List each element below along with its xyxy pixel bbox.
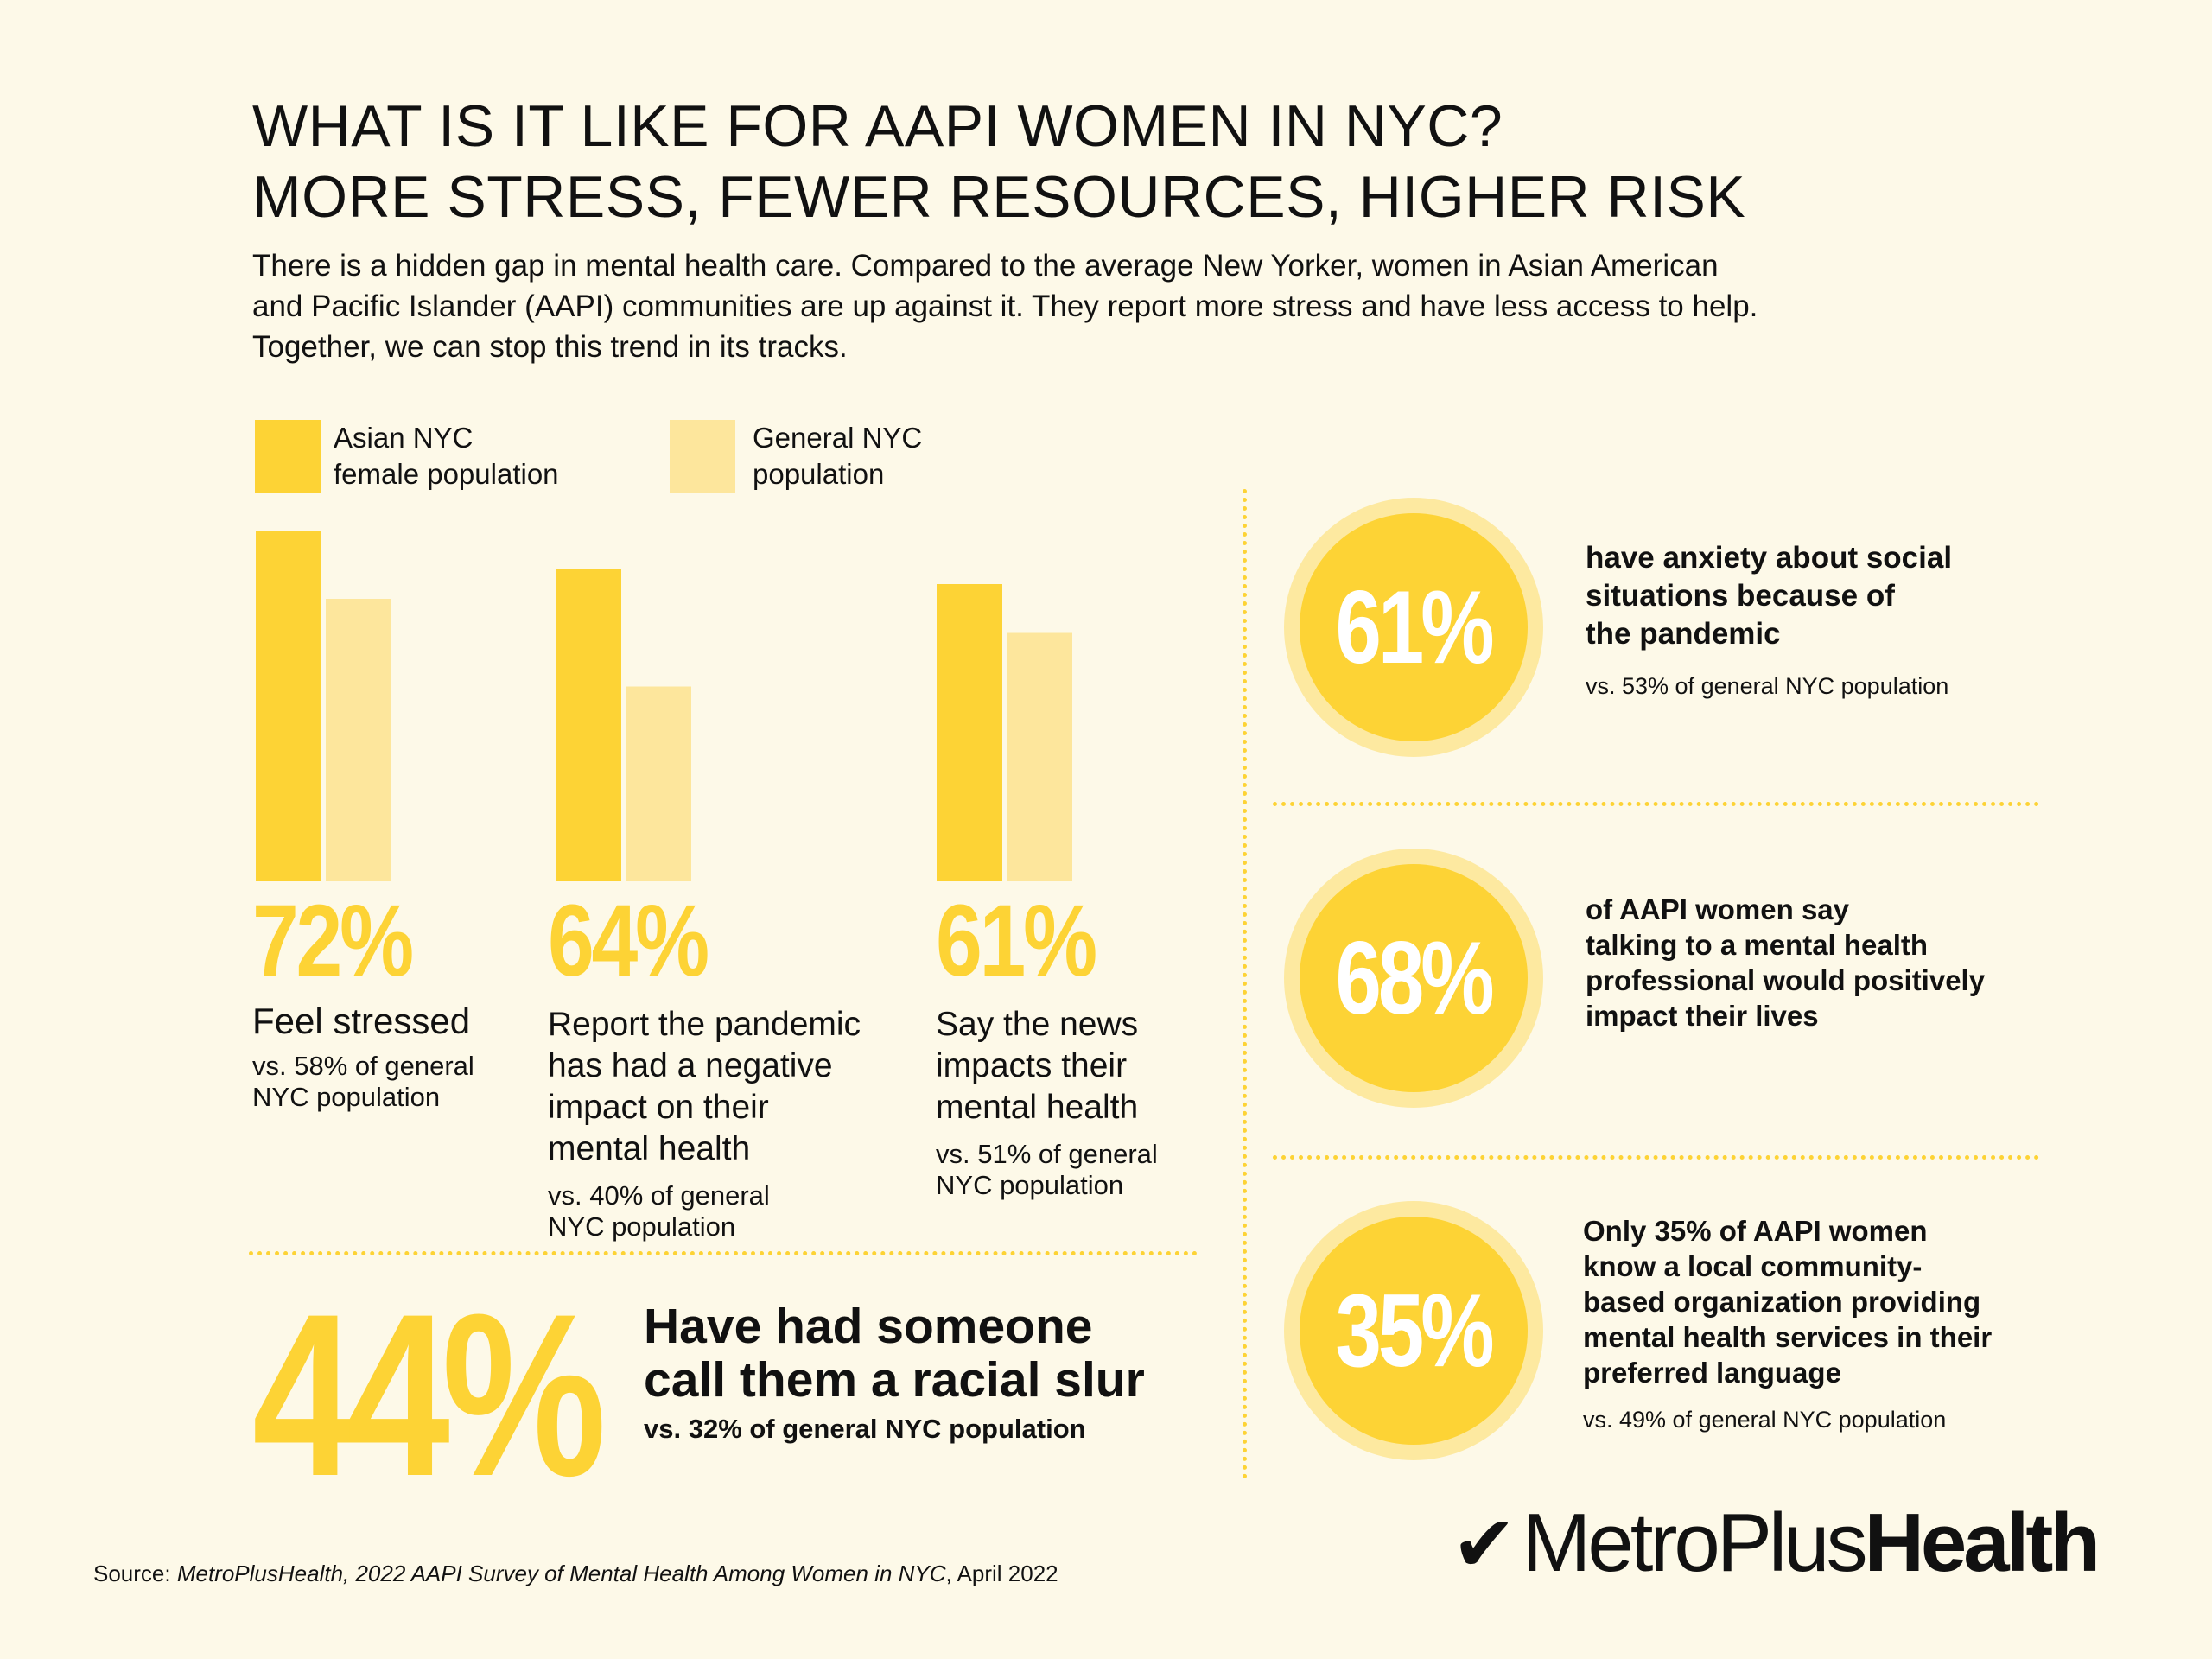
page-title-line-2: MORE STRESS, FEWER RESOURCES, HIGHER RIS… [252,164,1746,230]
circle-community-text-line-3: based organization providing [1583,1286,1981,1318]
stat-label-news-line-2: impacts their [936,1047,1128,1084]
stat-sub-news-line-2: NYC population [936,1170,1124,1200]
legend-label-general: General NYC population [753,420,922,493]
stat-label-news: Say the news impacts their mental health [936,1004,1212,1128]
stat-label-stressed: Feel stressed [252,1001,529,1042]
page-title-line-1: WHAT IS IT LIKE FOR AAPI WOMEN IN NYC? [252,93,1503,159]
circle-community-pct: 35% [1335,1273,1495,1389]
bar-general-3 [1007,632,1072,881]
source-title: MetroPlusHealth, 2022 AAPI Survey of Men… [176,1560,946,1586]
legend-asian-line-1: Asian NYC [334,422,474,454]
stat-sub-slur: vs. 32% of general NYC population [644,1414,1086,1444]
legend-swatch-general [670,420,735,493]
circle-professional-text-line-4: impact their lives [1586,1000,1819,1032]
circle-professional-text-line-3: professional would positively [1586,964,1986,996]
stat-label-pandemic-line-4: mental health [548,1130,751,1167]
circle-professional-inner: 68% [1300,864,1528,1092]
bar-asian-1 [256,531,321,881]
bar-general-2 [626,686,691,881]
bar-chart [256,531,1072,881]
circle-anxiety-text-line-2: situations because of [1586,579,1895,613]
stat-pct-stressed: 72% [252,884,414,998]
circle-anxiety-text-line-1: have anxiety about social [1586,541,1953,575]
stat-label-pandemic-line-3: impact on their [548,1089,769,1126]
stat-group-news: 61% Say the news impacts their mental he… [936,890,1212,1201]
logo-text-bold: Health [1864,1497,2101,1589]
stat-sub-news: vs. 51% of general NYC population [936,1139,1212,1201]
divider-right-2 [1273,1155,2039,1160]
stat-pct-news: 61% [936,884,1097,998]
circle-anxiety-sub: vs. 53% of general NYC population [1586,673,1949,699]
source-date: , April 2022 [945,1560,1058,1586]
stat-label-pandemic-line-1: Report the pandemic [548,1006,861,1043]
divider-right-1 [1273,802,2039,806]
checkmark-icon: ✔ [1452,1502,1516,1588]
stat-group-slur: Have had someone call them a racial slur… [644,1300,1197,1445]
legend-asian-line-2: female population [334,458,559,490]
stat-sub-pandemic: vs. 40% of general NYC population [548,1180,911,1243]
stat-sub-stressed: vs. 58% of general NYC population [252,1051,529,1113]
source-citation: Source: MetroPlusHealth, 2022 AAPI Surve… [93,1560,1058,1587]
stat-label-pandemic: Report the pandemic has had a negative i… [548,1004,911,1170]
stat-sub-pandemic-line-2: NYC population [548,1211,736,1242]
logo-text-light: MetroPlus [1522,1497,1867,1589]
stat-sub-stressed-line-1: vs. 58% of general [252,1051,474,1081]
stat-label-news-line-1: Say the news [936,1006,1139,1043]
stat-group-stressed: 72% Feel stressed vs. 58% of general NYC… [252,890,529,1113]
intro-line-3: Together, we can stop this trend in its … [252,330,848,364]
intro-line-1: There is a hidden gap in mental health c… [252,249,1719,283]
circle-community: 35% [1284,1201,1543,1460]
circle-community-text: Only 35% of AAPI women know a local comm… [1583,1213,2050,1433]
circle-anxiety-text: have anxiety about social situations bec… [1586,539,2035,700]
bar-general-1 [326,598,391,881]
legend-label-asian: Asian NYC female population [334,420,559,493]
legend-general-line-2: population [753,458,885,490]
stat-label-news-line-3: mental health [936,1089,1139,1126]
circle-community-text-line-2: know a local community- [1583,1250,1923,1282]
intro-line-2: and Pacific Islander (AAPI) communities … [252,289,1758,323]
circle-anxiety-inner: 61% [1300,513,1528,741]
metroplus-logo: ✔ MetroPlusHealth [1452,1502,2101,1588]
circle-community-sub: vs. 49% of general NYC population [1583,1407,1947,1433]
circle-professional-pct: 68% [1335,920,1495,1036]
stat-label-slur-line-2: call them a racial slur [644,1352,1145,1408]
intro-paragraph: There is a hidden gap in mental health c… [252,245,2196,367]
bar-asian-3 [937,584,1002,881]
bar-asian-2 [556,569,621,881]
stat-sub-pandemic-line-1: vs. 40% of general [548,1180,770,1211]
circle-community-text-line-1: Only 35% of AAPI women [1583,1215,1928,1247]
stat-pct-pandemic: 64% [548,884,709,998]
divider-left-horizontal [249,1251,1198,1255]
circle-professional-text-line-2: talking to a mental health [1586,929,1929,961]
circle-professional-text: of AAPI women say talking to a mental he… [1586,892,2035,1033]
stat-sub-stressed-line-2: NYC population [252,1082,441,1112]
circle-anxiety: 61% [1284,498,1543,757]
divider-vertical [1243,489,1247,1479]
circle-community-inner: 35% [1300,1217,1528,1445]
source-prefix: Source: [93,1560,177,1586]
circle-community-text-line-5: preferred language [1583,1357,1841,1389]
stat-pct-slur: 44% [252,1265,607,1524]
stat-sub-news-line-1: vs. 51% of general [936,1139,1158,1169]
stat-label-stressed-line-1: Feel stressed [252,1001,471,1041]
stat-group-pandemic: 64% Report the pandemic has had a negati… [548,890,911,1243]
circle-professional: 68% [1284,849,1543,1108]
stat-label-pandemic-line-2: has had a negative [548,1047,833,1084]
legend-general-line-1: General NYC [753,422,923,454]
stat-label-slur-line-1: Have had someone [644,1299,1093,1354]
circle-anxiety-text-line-3: the pandemic [1586,617,1781,651]
legend-swatch-asian [255,420,321,493]
circle-professional-text-line-1: of AAPI women say [1586,893,1850,925]
circle-anxiety-pct: 61% [1335,569,1495,685]
circle-community-text-line-4: mental health services in their [1583,1321,1993,1353]
